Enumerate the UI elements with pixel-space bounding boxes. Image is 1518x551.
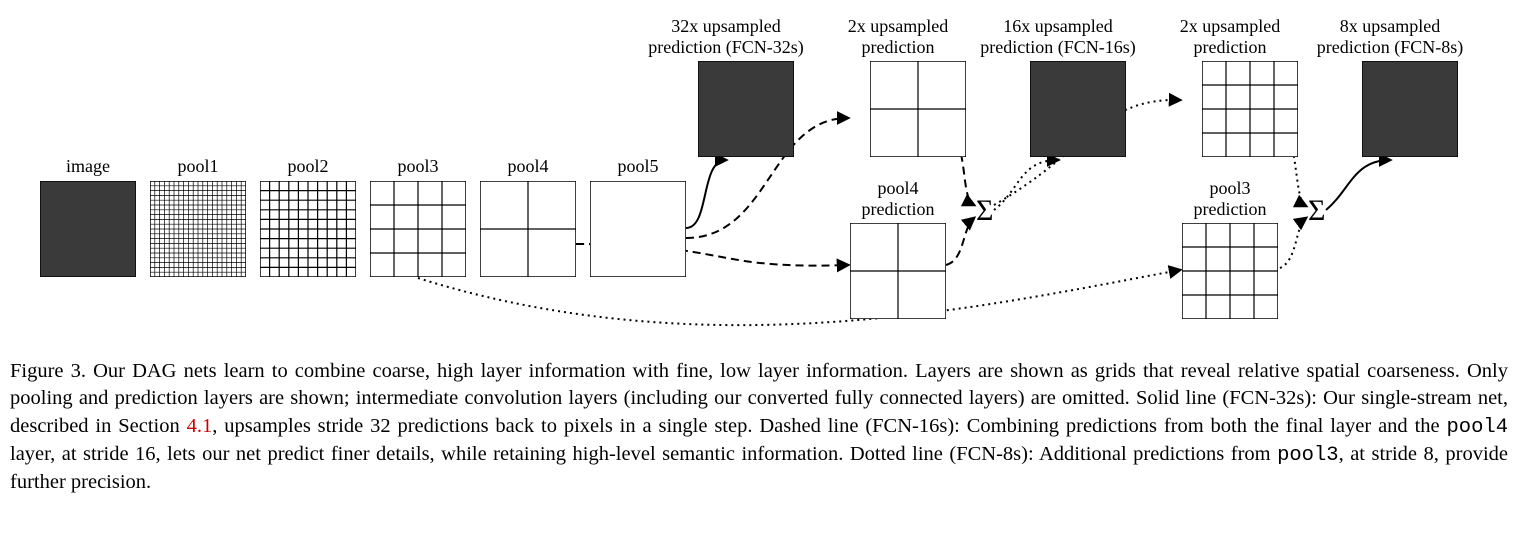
section-ref: 4.1	[187, 415, 213, 437]
mono-pool4: pool4	[1447, 416, 1509, 439]
label-pool1: pool1	[150, 156, 246, 177]
sum-sum1: Σ	[976, 194, 993, 228]
label-fcn32: 32x upsampledprediction (FCN-32s)	[638, 16, 814, 57]
figure-caption: Figure 3. Our DAG nets learn to combine …	[10, 358, 1508, 496]
node-pool2: pool2	[260, 156, 356, 282]
grid-fcn32	[698, 61, 794, 157]
label-p3pred: pool3prediction	[1182, 178, 1278, 219]
node-p3pred: pool3prediction	[1182, 178, 1278, 324]
node-fcn32: 32x upsampledprediction (FCN-32s)	[678, 16, 814, 162]
grid-pool4	[480, 181, 576, 277]
caption-t3: layer, at stride 16, lets our net predic…	[10, 443, 1277, 465]
node-pool4: pool4	[480, 156, 576, 282]
grid-up2a	[870, 61, 966, 157]
label-p4pred: pool4prediction	[850, 178, 946, 219]
node-image: image	[40, 156, 136, 282]
grid-image	[40, 181, 136, 277]
grid-p3pred	[1182, 223, 1278, 319]
label-image: image	[40, 156, 136, 177]
node-fcn16: 16x upsampledprediction (FCN-16s)	[1010, 16, 1146, 162]
label-pool3: pool3	[370, 156, 466, 177]
arrow-a-32s	[686, 160, 726, 228]
grid-up2b	[1202, 61, 1298, 157]
grid-p4pred	[850, 223, 946, 319]
node-up2a: 2x upsampledprediction	[850, 16, 986, 162]
caption-prefix: Figure 3.	[10, 360, 86, 382]
node-pool1: pool1	[150, 156, 246, 282]
arrow-a-pp-s2	[1280, 218, 1306, 268]
grid-pool3	[370, 181, 466, 277]
grid-pool5	[590, 181, 686, 277]
label-pool2: pool2	[260, 156, 356, 177]
fcn-diagram: imagepool1pool2pool3pool4pool532x upsamp…	[10, 10, 1508, 350]
grid-pool2	[260, 181, 356, 277]
label-pool5: pool5	[590, 156, 686, 177]
arrow-a-pp-s1	[946, 218, 974, 265]
grid-pool1	[150, 181, 246, 277]
node-pool3: pool3	[370, 156, 466, 282]
label-up2b: 2x upsampledprediction	[1142, 16, 1318, 57]
node-pool5: pool5	[590, 156, 686, 282]
arrow-a-s1-16	[994, 160, 1058, 210]
mono-pool3: pool3	[1277, 444, 1339, 467]
label-fcn8: 8x upsampledprediction (FCN-8s)	[1302, 16, 1478, 57]
node-fcn8: 8x upsampledprediction (FCN-8s)	[1342, 16, 1478, 162]
label-up2a: 2x upsampledprediction	[810, 16, 986, 57]
label-fcn16: 16x upsampledprediction (FCN-16s)	[970, 16, 1146, 57]
grid-fcn16	[1030, 61, 1126, 157]
grid-fcn8	[1362, 61, 1458, 157]
label-pool4: pool4	[480, 156, 576, 177]
node-up2b: 2x upsampledprediction	[1182, 16, 1318, 162]
arrow-a-s2-8	[1326, 160, 1390, 210]
node-p4pred: pool4prediction	[850, 178, 946, 324]
sum-sum2: Σ	[1308, 194, 1325, 228]
caption-t2: , upsamples stride 32 predictions back t…	[212, 415, 1446, 437]
